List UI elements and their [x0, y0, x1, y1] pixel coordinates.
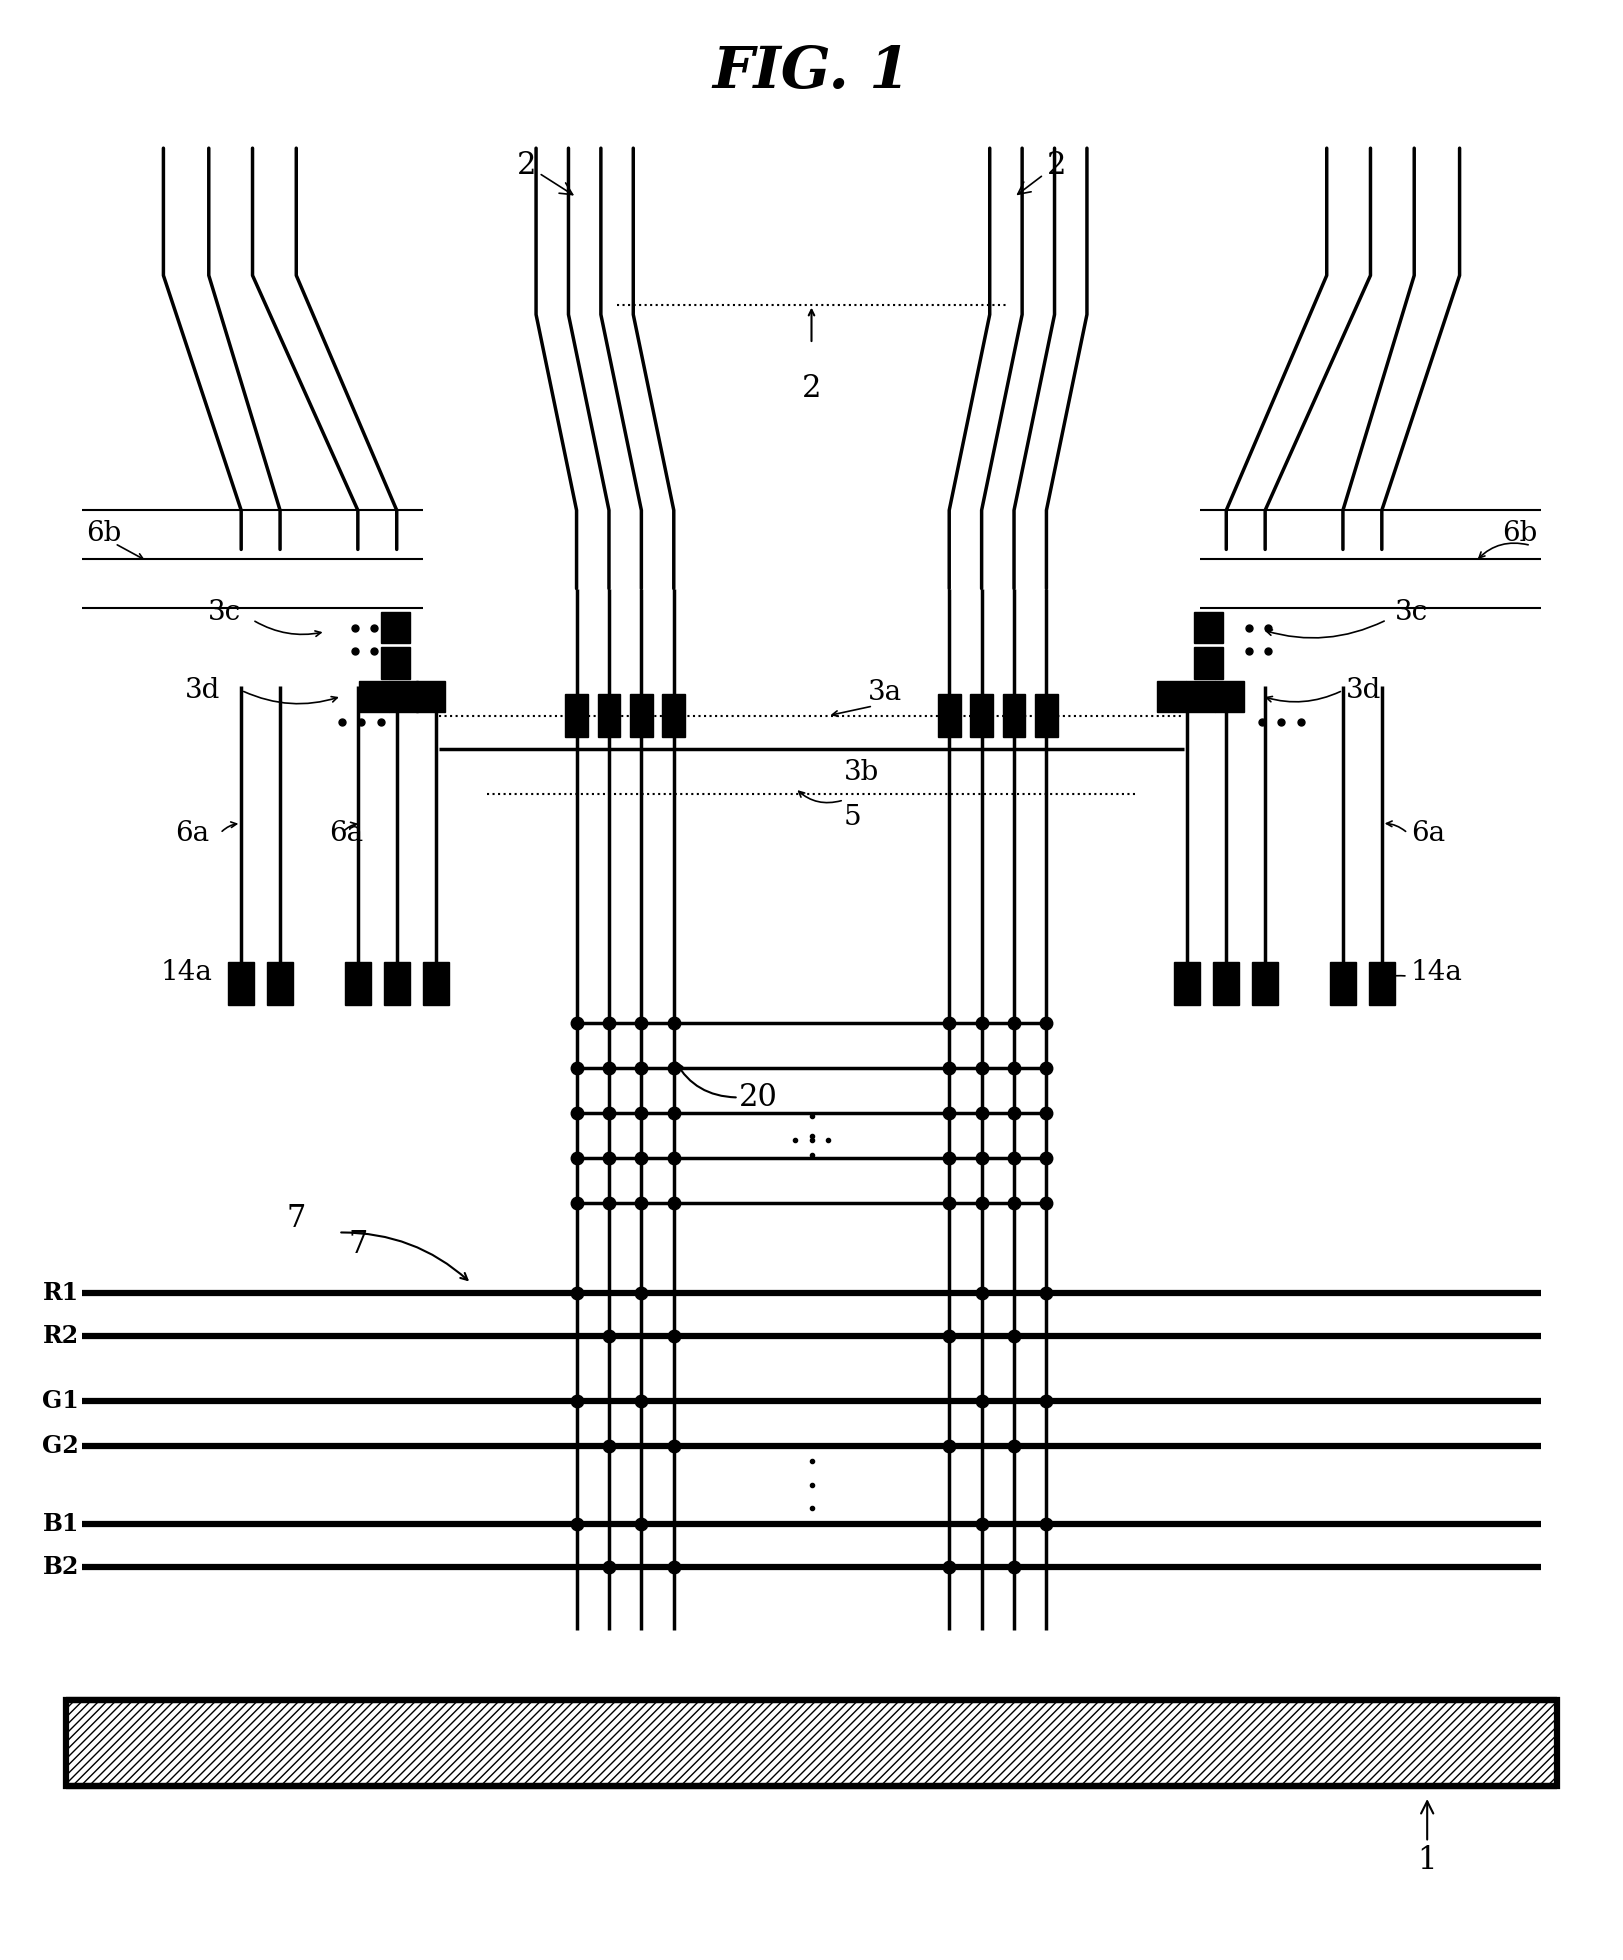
Text: 7: 7	[349, 1229, 367, 1260]
Text: 5: 5	[844, 804, 862, 831]
Bar	[422, 962, 448, 1005]
Bar	[565, 694, 588, 737]
Text: 3c: 3c	[1394, 598, 1428, 625]
Bar	[597, 694, 620, 737]
Text: B1: B1	[42, 1511, 80, 1537]
Bar	[380, 647, 409, 678]
Bar	[415, 680, 445, 711]
FancyArrowPatch shape	[341, 1233, 467, 1280]
Text: 3d: 3d	[1345, 676, 1381, 704]
Bar	[1175, 962, 1201, 1005]
Bar	[630, 694, 652, 737]
Bar	[67, 1699, 1556, 1786]
Bar	[1214, 962, 1240, 1005]
Bar	[662, 694, 685, 737]
FancyArrowPatch shape	[1266, 692, 1341, 702]
Bar	[1157, 680, 1186, 711]
Text: 1: 1	[1417, 1801, 1436, 1876]
Text: 3a: 3a	[868, 678, 902, 706]
Text: R2: R2	[44, 1325, 80, 1348]
Bar	[1253, 962, 1279, 1005]
Bar	[1329, 962, 1355, 1005]
Text: R1: R1	[44, 1282, 80, 1305]
Text: 6a: 6a	[1410, 819, 1444, 847]
Text: 2: 2	[1018, 149, 1066, 194]
FancyArrowPatch shape	[230, 974, 253, 980]
Text: 14a: 14a	[1410, 958, 1462, 986]
FancyArrowPatch shape	[1479, 543, 1529, 559]
Bar	[268, 962, 294, 1005]
Text: 6a: 6a	[329, 819, 364, 847]
Bar	[1186, 680, 1216, 711]
Text: 7: 7	[287, 1203, 307, 1235]
Text: FIG. 1: FIG. 1	[712, 43, 911, 100]
Text: G1: G1	[42, 1390, 80, 1413]
FancyArrowPatch shape	[1375, 974, 1406, 980]
Text: 2: 2	[516, 149, 573, 194]
Text: 2: 2	[802, 372, 821, 404]
FancyArrowPatch shape	[344, 823, 357, 831]
Bar	[1216, 680, 1245, 711]
Text: 14a: 14a	[161, 958, 213, 986]
Bar	[1368, 962, 1394, 1005]
Bar	[229, 962, 255, 1005]
Text: 20: 20	[738, 1082, 777, 1113]
Bar	[380, 612, 409, 643]
Text: B2: B2	[42, 1554, 80, 1580]
FancyArrowPatch shape	[243, 692, 338, 704]
Bar	[1035, 694, 1058, 737]
Text: G2: G2	[42, 1435, 80, 1458]
Text: 3c: 3c	[208, 598, 242, 625]
Bar	[1195, 612, 1224, 643]
Text: 6a: 6a	[175, 819, 209, 847]
Text: 6b: 6b	[86, 519, 120, 547]
Bar	[1195, 647, 1224, 678]
Bar	[383, 962, 409, 1005]
Bar	[359, 680, 388, 711]
FancyArrowPatch shape	[222, 821, 237, 831]
Text: 3b: 3b	[844, 759, 880, 786]
Bar	[938, 694, 961, 737]
Bar	[344, 962, 370, 1005]
Bar	[388, 680, 417, 711]
Text: 3d: 3d	[185, 676, 221, 704]
FancyArrowPatch shape	[1266, 621, 1384, 637]
FancyArrowPatch shape	[799, 792, 841, 804]
FancyArrowPatch shape	[677, 1062, 735, 1098]
FancyArrowPatch shape	[255, 621, 321, 637]
FancyArrowPatch shape	[1386, 821, 1406, 831]
Bar	[1003, 694, 1026, 737]
Bar	[971, 694, 993, 737]
Text: 6b: 6b	[1503, 519, 1537, 547]
